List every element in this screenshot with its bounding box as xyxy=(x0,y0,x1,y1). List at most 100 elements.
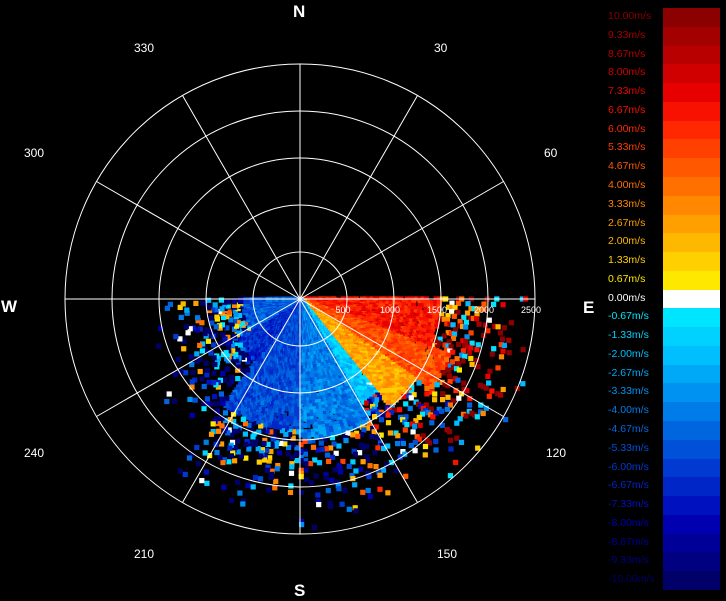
velocity-cell xyxy=(238,453,244,460)
velocity-cell xyxy=(243,455,249,461)
velocity-cell xyxy=(279,408,285,414)
velocity-cell xyxy=(395,330,401,336)
colorbar-row: 0.67m/s xyxy=(606,270,720,290)
velocity-cell xyxy=(309,428,315,434)
velocity-cell xyxy=(388,322,394,328)
colorbar-row: 4.67m/s xyxy=(606,158,720,177)
velocity-cell xyxy=(216,428,222,434)
velocity-cell xyxy=(283,425,289,431)
velocity-cell xyxy=(317,434,323,440)
velocity-cell xyxy=(202,450,208,456)
velocity-cell xyxy=(197,326,203,332)
velocity-cell xyxy=(456,367,462,373)
velocity-cell xyxy=(222,377,228,383)
velocity-cell xyxy=(300,394,306,400)
velocity-cell xyxy=(350,476,356,482)
velocity-cell xyxy=(203,439,209,445)
velocity-cell xyxy=(352,395,359,401)
velocity-cell xyxy=(454,435,460,441)
velocity-cell xyxy=(265,464,271,470)
velocity-cell xyxy=(447,437,454,443)
velocity-cell xyxy=(409,384,415,391)
velocity-cell xyxy=(324,387,330,393)
velocity-cell xyxy=(354,405,360,411)
velocity-cell xyxy=(260,404,266,410)
velocity-cell xyxy=(393,397,399,403)
colorbar-label: 3.33m/s xyxy=(608,197,646,210)
colorbar-label: 6.00m/s xyxy=(608,122,646,135)
velocity-cell xyxy=(282,441,288,447)
velocity-cell xyxy=(306,438,312,444)
velocity-cell xyxy=(193,300,199,306)
colorbar-swatch xyxy=(663,270,720,290)
velocity-cell xyxy=(255,409,261,415)
velocity-cell xyxy=(228,453,234,459)
velocity-cell xyxy=(257,297,263,303)
velocity-cell xyxy=(402,320,408,326)
velocity-cell xyxy=(447,402,453,408)
velocity-cell xyxy=(299,355,305,361)
velocity-cell xyxy=(218,297,224,303)
velocity-cell xyxy=(339,425,345,432)
velocity-cell xyxy=(328,503,334,509)
velocity-cell xyxy=(205,338,211,344)
velocity-cell xyxy=(411,392,417,398)
velocity-cell xyxy=(475,445,481,451)
velocity-cell xyxy=(232,308,238,314)
velocity-cell xyxy=(431,380,437,386)
colorbar-label: 4.00m/s xyxy=(608,178,646,191)
velocity-cell xyxy=(186,455,193,461)
velocity-cell xyxy=(357,450,363,456)
velocity-cell xyxy=(402,317,408,323)
velocity-cell xyxy=(399,352,406,358)
velocity-cell xyxy=(206,379,212,385)
velocity-cell xyxy=(401,374,407,380)
east-label: E xyxy=(583,298,595,317)
north-label: N xyxy=(293,2,306,21)
colorbar-row: 3.33m/s xyxy=(606,195,720,215)
velocity-cell xyxy=(416,436,422,442)
velocity-cell xyxy=(306,400,312,406)
velocity-cell xyxy=(242,421,249,427)
velocity-cell xyxy=(406,327,412,333)
velocity-cell xyxy=(268,474,274,481)
colorbar-row: 8.67m/s xyxy=(606,45,720,65)
velocity-cell xyxy=(413,337,420,343)
velocity-cell xyxy=(251,400,258,406)
velocity-cell xyxy=(232,444,238,450)
velocity-cell xyxy=(426,349,432,355)
velocity-cell xyxy=(367,463,373,469)
velocity-cell xyxy=(464,388,470,394)
velocity-cell xyxy=(404,351,410,357)
velocity-cell xyxy=(449,304,455,311)
velocity-cell xyxy=(299,518,305,524)
velocity-cell xyxy=(433,348,439,354)
velocity-cell xyxy=(262,398,268,404)
velocity-cell xyxy=(302,438,308,444)
velocity-cell xyxy=(495,324,501,330)
velocity-cell xyxy=(353,508,359,514)
velocity-cell xyxy=(433,339,439,345)
velocity-cell xyxy=(215,421,222,427)
azimuth-spoke xyxy=(182,95,301,300)
velocity-cell xyxy=(420,324,426,330)
velocity-cell xyxy=(394,324,400,330)
velocity-cell xyxy=(212,302,218,308)
velocity-cell xyxy=(302,448,308,454)
velocity-cell xyxy=(253,397,259,403)
bearing-label-60: 60 xyxy=(544,146,558,160)
velocity-cell xyxy=(326,406,332,412)
velocity-cell xyxy=(342,435,348,441)
velocity-cell xyxy=(422,365,428,371)
velocity-cell xyxy=(475,364,481,370)
velocity-cell xyxy=(188,354,194,360)
velocity-cell xyxy=(498,342,504,348)
velocity-cell xyxy=(298,416,304,422)
velocity-cell xyxy=(286,403,292,409)
velocity-cell xyxy=(482,322,488,328)
velocity-cell xyxy=(290,441,296,448)
velocity-cell xyxy=(358,442,364,448)
colorbar-swatch xyxy=(663,26,720,46)
velocity-cell xyxy=(394,304,400,310)
velocity-cell xyxy=(261,401,267,407)
